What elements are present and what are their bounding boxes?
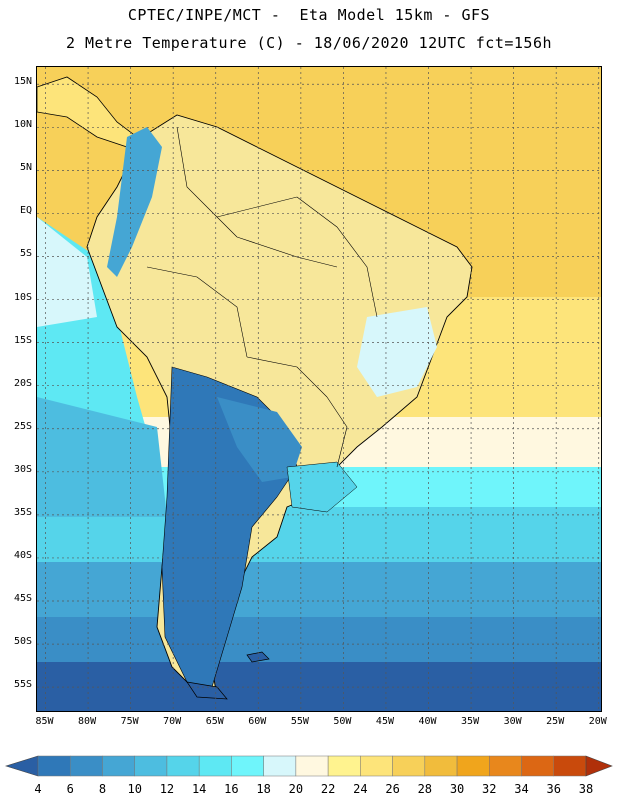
lat-label: 50S xyxy=(13,636,32,648)
lat-label: 20S xyxy=(13,377,32,389)
legend-swatch xyxy=(553,755,587,777)
legend-swatch xyxy=(360,755,393,777)
chart-title-line2: 2 Metre Temperature (C) - 18/06/2020 12U… xyxy=(65,34,553,52)
legend-swatch xyxy=(489,755,522,777)
lat-label: 10S xyxy=(13,291,32,303)
south-brazil-cool xyxy=(286,461,358,513)
legend-level-label: 14 xyxy=(191,782,207,796)
tierra-del-fuego xyxy=(186,681,228,700)
lon-label: 70W xyxy=(163,716,182,727)
legend-level-label: 24 xyxy=(353,782,368,796)
lon-label: 25W xyxy=(546,716,565,727)
lon-label: 50W xyxy=(333,716,352,727)
color-legend xyxy=(4,755,613,777)
brazil-highlands-mild xyxy=(357,307,437,397)
graticule xyxy=(37,67,601,711)
lat-label: 10N xyxy=(13,119,32,131)
legend-swatch xyxy=(456,755,490,777)
legend-level-label: 18 xyxy=(256,782,271,796)
legend-level-label: 6 xyxy=(66,782,74,796)
legend-arrow-high xyxy=(585,755,613,777)
lon-label: 85W xyxy=(35,716,54,727)
legend-level-label: 12 xyxy=(159,782,175,796)
legend-swatch xyxy=(134,755,168,777)
legend-swatch xyxy=(392,755,426,777)
legend-level-label: 10 xyxy=(127,782,142,796)
legend-level-label: 30 xyxy=(449,782,465,796)
lat-label: 5S xyxy=(19,248,32,260)
lat-label: 25S xyxy=(13,420,32,432)
legend-level-label: 22 xyxy=(320,782,336,796)
legend-swatch xyxy=(69,755,103,777)
legend-level-label: 8 xyxy=(98,782,107,796)
legend-level-label: 36 xyxy=(546,782,561,796)
lat-label: 5N xyxy=(19,162,32,174)
lon-label: 60W xyxy=(248,716,267,727)
map-panel[interactable] xyxy=(36,66,602,712)
lat-label: 45S xyxy=(13,593,32,605)
legend-level-label: 32 xyxy=(482,782,497,796)
lat-label: EQ xyxy=(19,205,32,217)
legend-level-label: 4 xyxy=(34,782,42,796)
temperature-map xyxy=(37,67,601,711)
ocean-band-cold xyxy=(37,562,601,622)
legend-level-label: 28 xyxy=(417,782,433,796)
legend-swatch xyxy=(521,755,555,777)
lat-label: 30S xyxy=(13,463,32,475)
legend-swatch xyxy=(166,755,200,777)
lon-label: 30W xyxy=(503,716,522,727)
legend-level-label: 34 xyxy=(514,782,529,796)
lat-label: 15S xyxy=(13,334,32,346)
lon-label: 20W xyxy=(588,716,607,727)
country-borders xyxy=(146,126,378,468)
lon-label: 80W xyxy=(78,716,97,727)
central-argentina-cool xyxy=(217,397,302,482)
legend-level-label: 20 xyxy=(288,782,304,796)
legend-swatch xyxy=(263,755,297,777)
pacific-cold-region xyxy=(37,397,167,517)
legend-swatch xyxy=(424,755,458,777)
legend-arrow-low xyxy=(4,755,39,777)
legend-swatch xyxy=(231,755,264,777)
lat-label: 55S xyxy=(13,679,32,691)
lon-label: 75W xyxy=(120,716,139,727)
legend-swatch xyxy=(198,755,232,777)
andes-highlands xyxy=(107,127,162,277)
legend-swatch xyxy=(102,755,135,777)
legend-swatch xyxy=(327,755,361,777)
lon-label: 40W xyxy=(418,716,437,727)
ocean-band-coldest xyxy=(37,662,601,711)
lat-label: 40S xyxy=(13,549,32,561)
lat-label: 35S xyxy=(13,506,32,518)
lon-label: 45W xyxy=(375,716,394,727)
lat-label: 15N xyxy=(13,76,32,88)
legend-swatch xyxy=(37,755,71,777)
chart-title-line1: CPTEC/INPE/MCT - Eta Model 15km - GFS xyxy=(127,6,491,24)
legend-swatch xyxy=(295,755,329,777)
legend-level-label: 38 xyxy=(578,782,594,796)
legend-level-label: 26 xyxy=(385,782,400,796)
lon-label: 55W xyxy=(290,716,309,727)
lon-label: 35W xyxy=(461,716,480,727)
lon-label: 65W xyxy=(205,716,224,727)
legend-level-label: 16 xyxy=(224,782,239,796)
ocean-band-colder xyxy=(37,617,601,667)
